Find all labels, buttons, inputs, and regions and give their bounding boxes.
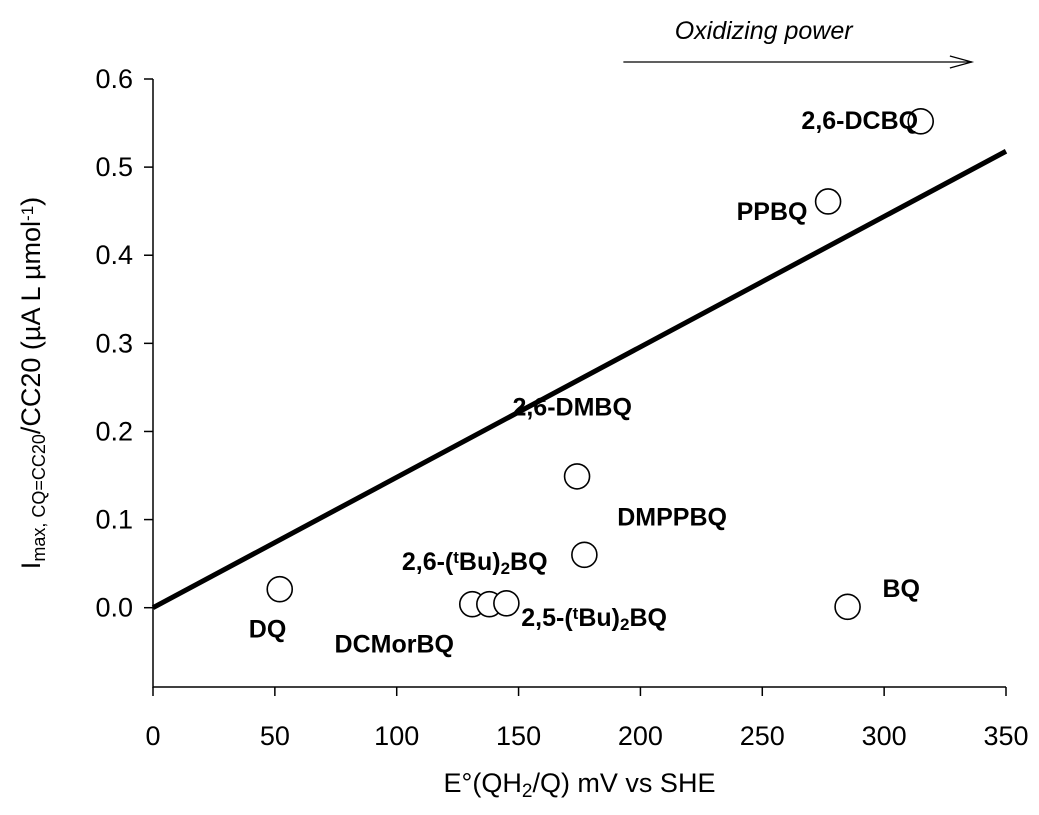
points-layer bbox=[266, 107, 935, 621]
point-label: 2,5-(tBu)2BQ bbox=[521, 604, 667, 634]
point-label: DQ bbox=[249, 616, 287, 644]
x-tick-label: 50 bbox=[260, 721, 290, 751]
data-point bbox=[834, 593, 861, 621]
x-tick-label: 300 bbox=[862, 721, 907, 751]
data-point bbox=[563, 463, 591, 490]
point-label: 2,6-DMBQ bbox=[512, 394, 631, 422]
point-label: PPBQ bbox=[737, 198, 808, 226]
tick-layer: 0 50 100 150 200 250 300 350 0.0 0.1 0.2 0.3 0.4 0.5 0… bbox=[95, 64, 1028, 751]
x-tick-label: 150 bbox=[496, 721, 541, 751]
x-axis-label: E°(QH2/Q) mV vs SHE bbox=[444, 768, 716, 802]
y-axis-label: Imax, CQ=CC20/CC20 (µA L µmol-1) bbox=[16, 197, 49, 569]
y-tick-label: 0.0 bbox=[95, 593, 133, 623]
x-tick-label: 250 bbox=[740, 721, 785, 751]
y-tick-label: 0.3 bbox=[95, 328, 133, 358]
point-label: 2,6-DCBQ bbox=[801, 107, 918, 135]
y-tick-label: 0.5 bbox=[95, 152, 133, 182]
point-label: 2,6-(tBu)2BQ bbox=[402, 548, 548, 578]
trend-line bbox=[151, 149, 1008, 610]
data-point bbox=[814, 188, 842, 215]
data-point bbox=[571, 541, 598, 569]
data-point bbox=[493, 589, 520, 617]
x-tick-label: 0 bbox=[145, 721, 160, 751]
arrow-head-icon bbox=[949, 55, 975, 69]
data-point bbox=[266, 575, 294, 603]
x-tick-label: 200 bbox=[618, 721, 663, 751]
oxidizing-power-annotation: Oxidizing power bbox=[623, 17, 975, 69]
point-label: BQ bbox=[882, 575, 920, 603]
y-tick-label: 0.4 bbox=[95, 240, 133, 270]
oxidizing-power-label: Oxidizing power bbox=[675, 17, 855, 45]
point-labels-layer: DQ DCMorBQ 2,6-DMBQ DMPPBQ PPBQ 2,6-DCBQ BQ 2,6… bbox=[249, 107, 920, 658]
point-label: DMPPBQ bbox=[617, 504, 727, 532]
y-tick-label: 0.6 bbox=[95, 64, 133, 94]
point-label: DCMorBQ bbox=[335, 631, 454, 659]
y-tick-label: 0.1 bbox=[95, 505, 133, 535]
y-tick-label: 0.2 bbox=[95, 416, 133, 446]
x-tick-label: 100 bbox=[374, 721, 419, 751]
x-tick-label: 350 bbox=[983, 721, 1028, 751]
data-point bbox=[907, 107, 935, 135]
axes-frame bbox=[152, 79, 1006, 688]
